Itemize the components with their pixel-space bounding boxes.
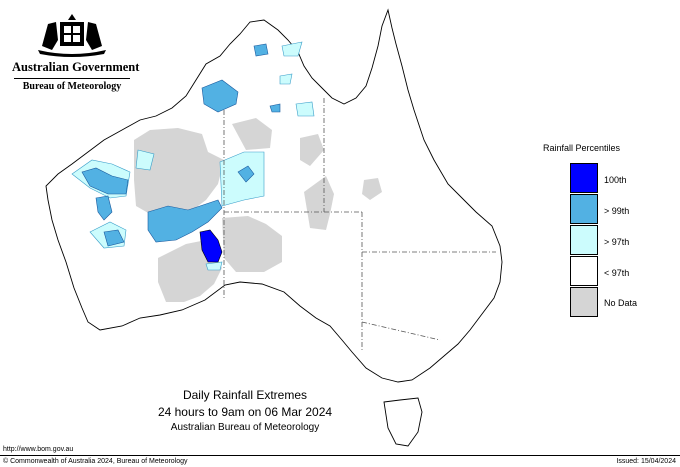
government-logo: Australian Government Bureau of Meteorol… [12, 10, 140, 92]
legend-swatch-100th [570, 163, 598, 193]
footer-divider [0, 455, 680, 456]
tasmania-outline [383, 397, 423, 447]
government-name: Australian Government [12, 60, 140, 74]
legend-swatch-97th [570, 225, 598, 255]
bureau-name: Bureau of Meteorology [22, 81, 122, 92]
legend-swatch-99th [570, 194, 598, 224]
legend-label-below-97th: < 97th [604, 268, 630, 278]
header-divider [14, 78, 130, 79]
issued-date: Issued: 15/04/2024 [616, 458, 676, 465]
legend-swatch-below-97th [570, 256, 598, 286]
legend-label-97th: > 97th [604, 237, 630, 247]
coat-of-arms-icon [38, 14, 106, 57]
map-source: Australian Bureau of Meteorology [170, 422, 320, 433]
mainland-outline [45, 8, 503, 383]
copyright-text: © Commonwealth of Australia 2024, Bureau… [3, 458, 188, 465]
legend-label-99th: > 99th [604, 206, 630, 216]
legend-title: Rainfall Percentiles [543, 143, 621, 153]
pct99-regions [81, 43, 281, 247]
legend-swatch-no-data [570, 287, 598, 317]
pct100-region [199, 229, 223, 263]
website-link[interactable]: http://www.bom.gov.au [3, 446, 74, 453]
legend-label-no-data: No Data [604, 298, 638, 308]
no-data-regions [134, 118, 382, 302]
legend-label-100th: 100th [604, 175, 627, 185]
state-borders [223, 98, 496, 352]
map-period: 24 hours to 9am on 06 Mar 2024 [157, 405, 333, 419]
map-title: Daily Rainfall Extremes [182, 388, 308, 402]
